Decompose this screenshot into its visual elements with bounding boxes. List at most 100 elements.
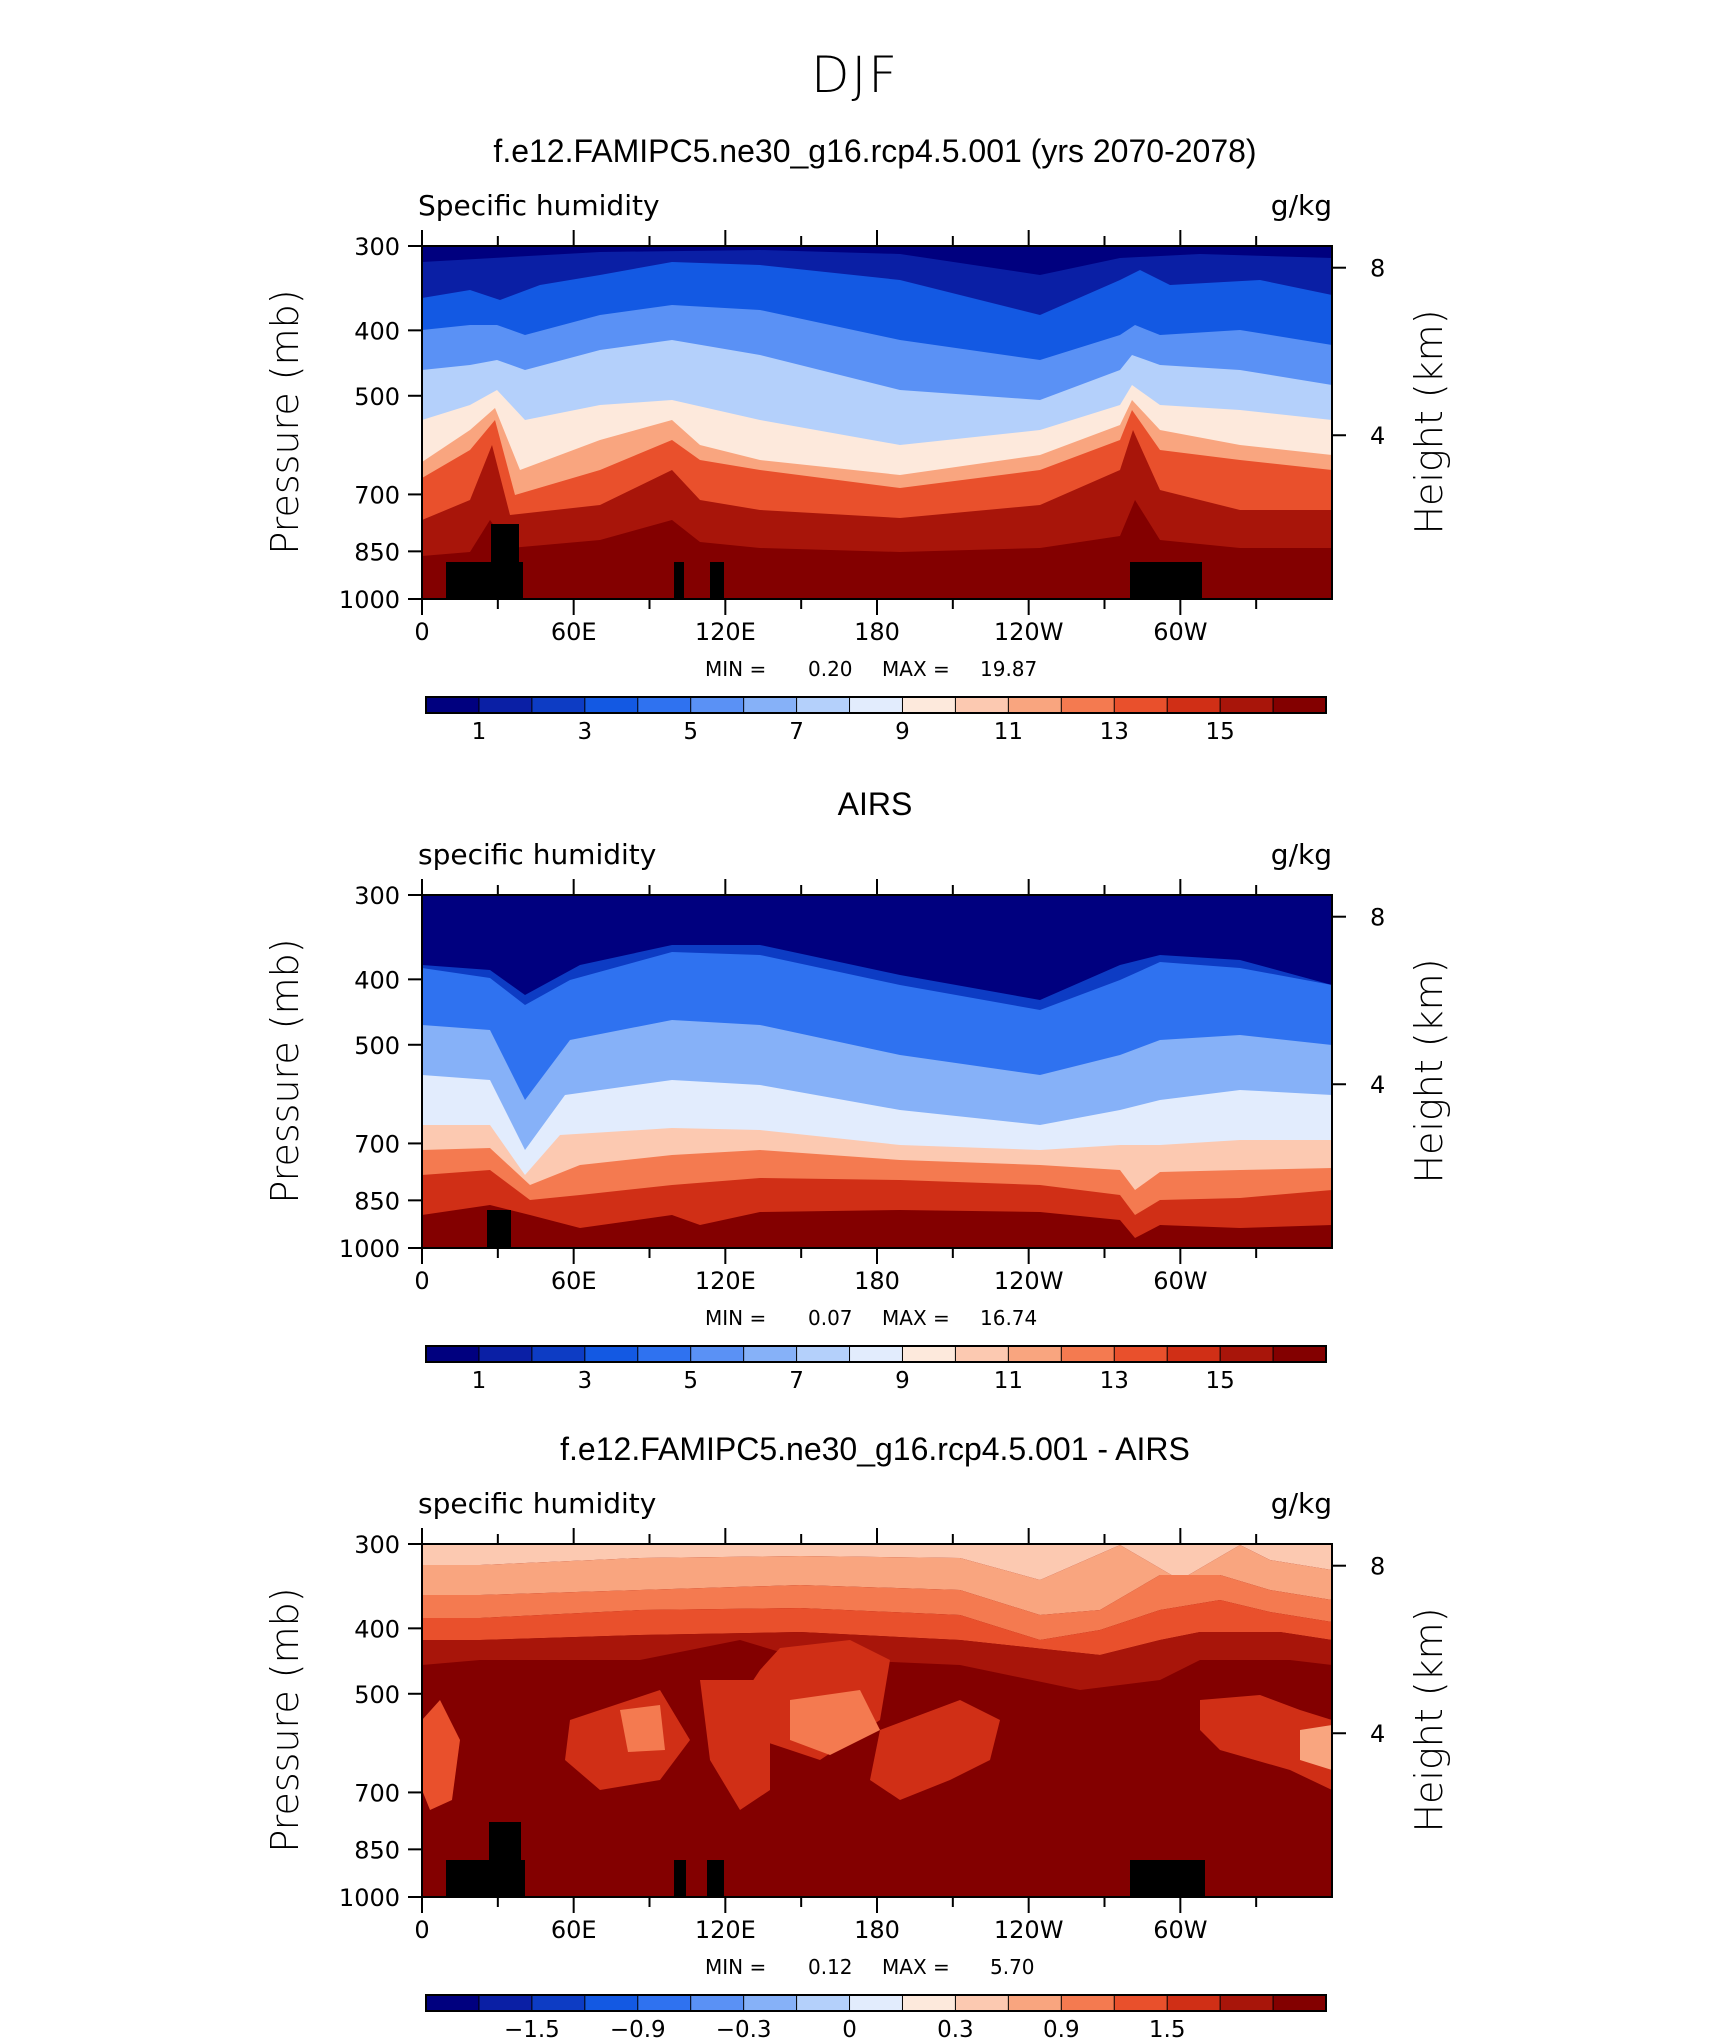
min-max-readout: MIN = 0.20 MAX = 19.87 (705, 657, 1037, 681)
colorbar-frame (425, 696, 1327, 714)
land-mask (446, 524, 1202, 599)
units-label: g/kg (1271, 1487, 1332, 1520)
min-label: MIN = (705, 657, 766, 681)
colorbar-swatch (954, 1994, 1010, 2012)
colorbar-swatch (584, 1994, 639, 2012)
variable-label: specific humidity (418, 1487, 656, 1520)
contour-band (422, 895, 1332, 1000)
colorbar-swatch (637, 696, 692, 714)
max-label: MAX = (882, 1306, 950, 1330)
colorbar-swatch (425, 1994, 480, 2012)
y2-tick-label: 8 (1370, 904, 1385, 932)
colorbar-label: 0 (842, 2017, 857, 2038)
colorbar-swatch (531, 696, 586, 714)
y2-tick-label: 4 (1370, 1720, 1385, 1748)
y-axis-title: Pressure (mb) (263, 938, 307, 1203)
colorbar-swatch (637, 1345, 692, 1363)
colorbar-swatch (849, 1345, 904, 1363)
y-axis: 300 400 500 700 850 1000 (339, 233, 422, 614)
x-tick-label: 120E (695, 1267, 756, 1295)
colorbar-swatch (1272, 1345, 1328, 1363)
x-axis: 0 60E 120E 180 120W 60W (414, 879, 1258, 1295)
colorbar-swatch (796, 1994, 851, 2012)
min-label: MIN = (705, 1955, 766, 1979)
colorbar-swatch (478, 696, 533, 714)
colorbar-swatch (584, 696, 639, 714)
colorbar-swatch (849, 1994, 904, 2012)
contour-band (422, 1544, 1332, 1580)
colorbar-label: −1.5 (504, 2017, 560, 2038)
colorbar-label: 3 (578, 1368, 593, 1394)
x-tick-label: 120E (695, 1916, 756, 1944)
colorbar: −1.5 −0.9 −0.3 0 0.3 0.9 1.5 (425, 1994, 1328, 2038)
x-tick-label: 120E (695, 618, 756, 646)
contour-band (1200, 1695, 1332, 1790)
colorbar-swatch (901, 696, 957, 714)
y-tick-label: 700 (354, 1779, 400, 1807)
panel-airs: AIRS specific humidity g/kg 300400500700… (263, 786, 1451, 1394)
x-tick-label: 60E (551, 1916, 597, 1944)
y-tick-label: 300 (354, 233, 400, 261)
contour-band (620, 1705, 665, 1752)
variable-label: specific humidity (418, 838, 656, 871)
colorbar-label: 9 (895, 719, 910, 745)
contour-field (422, 1544, 1332, 1897)
colorbar-swatch (1272, 696, 1328, 714)
y-tick-label: 400 (354, 966, 400, 994)
contour-band (422, 1600, 1332, 1655)
colorbar-swatch (1007, 1994, 1063, 2012)
colorbar-frame (425, 1345, 1327, 1363)
figure-title: DJF (811, 46, 899, 104)
colorbar-label: 7 (789, 719, 804, 745)
colorbar-label: 9 (895, 1368, 910, 1394)
colorbar-swatch (1272, 1994, 1328, 2012)
y-tick-label: 850 (354, 1187, 400, 1215)
colorbar-swatch (478, 1994, 533, 2012)
variable-label: Specific humidity (418, 189, 660, 222)
colorbar-label: 11 (994, 719, 1023, 745)
colorbar-swatch (1113, 1994, 1169, 2012)
colorbar-swatch (1007, 696, 1063, 714)
y-tick-label: 1000 (339, 586, 400, 614)
colorbar-swatch (1219, 696, 1275, 714)
colorbar-label: 5 (683, 719, 698, 745)
panel-title: f.e12.FAMIPC5.ne30_g16.rcp4.5.001 (yrs 2… (493, 133, 1256, 169)
contour-band (422, 246, 1332, 315)
colorbar-swatch (531, 1345, 586, 1363)
contour-band (422, 1545, 1332, 1615)
min-value: 0.20 (808, 657, 853, 681)
colorbar-swatch (954, 1345, 1010, 1363)
contour-field (422, 246, 1332, 599)
colorbar-swatch (849, 696, 904, 714)
colorbar-label: 7 (789, 1368, 804, 1394)
panel-difference: f.e12.FAMIPC5.ne30_g16.rcp4.5.001 - AIRS… (263, 1431, 1451, 2038)
land-mask (446, 1822, 1205, 1897)
colorbar-label: −0.9 (610, 2017, 666, 2038)
colorbar-swatch (690, 696, 745, 714)
min-label: MIN = (705, 1306, 766, 1330)
colorbar-swatch (1060, 1345, 1116, 1363)
y-axis-title: Pressure (mb) (263, 1587, 307, 1852)
colorbar-swatch (1060, 696, 1116, 714)
y2-axis-title: Height (km) (1407, 1607, 1451, 1832)
min-max-readout: MIN = 0.12 MAX = 5.70 (705, 1955, 1035, 1979)
colorbar-label: 1 (472, 1368, 487, 1394)
panel-model: f.e12.FAMIPC5.ne30_g16.rcp4.5.001 (yrs 2… (263, 133, 1451, 745)
y2-tick-label: 8 (1370, 255, 1385, 283)
colorbar-swatch (901, 1345, 957, 1363)
colorbar-swatch (1060, 1994, 1116, 2012)
contour-band (422, 1700, 460, 1810)
min-value: 0.07 (808, 1306, 853, 1330)
x-tick-label: 60W (1153, 1267, 1207, 1295)
x-tick-label: 60E (551, 618, 597, 646)
max-value: 5.70 (990, 1955, 1035, 1979)
x-tick-label: 120W (994, 618, 1064, 646)
contour-band (700, 1680, 770, 1810)
max-value: 16.74 (980, 1306, 1037, 1330)
panel-title: f.e12.FAMIPC5.ne30_g16.rcp4.5.001 - AIRS (560, 1431, 1190, 1467)
y-tick-label: 300 (354, 882, 400, 910)
colorbar-swatch (796, 1345, 851, 1363)
colorbar-swatch (1166, 1345, 1222, 1363)
colorbar-swatch (901, 1994, 957, 2012)
colorbar-swatch (584, 1345, 639, 1363)
